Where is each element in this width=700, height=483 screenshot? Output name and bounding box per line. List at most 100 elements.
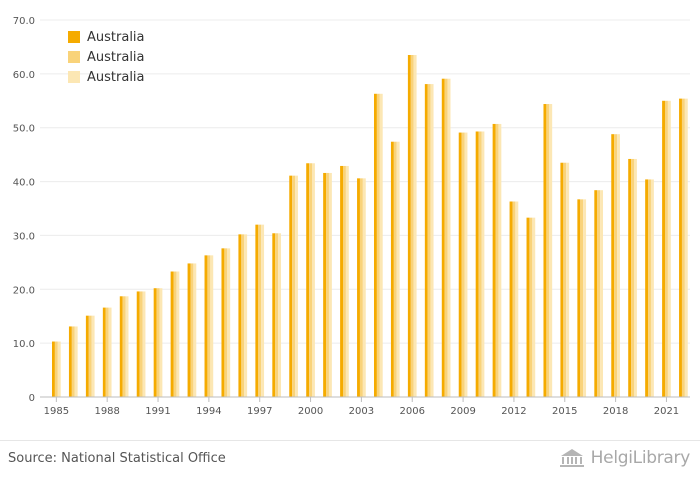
bar [407,55,411,397]
bar [628,158,632,397]
bar [512,201,516,397]
bar [261,224,265,397]
x-tick-label: 2018 [603,406,628,417]
bar [328,172,332,397]
legend-item-2[interactable]: Australia [68,67,145,87]
x-tick-label: 2003 [349,406,374,417]
legend-label-1: Australia [87,49,145,65]
bar [614,134,618,398]
chart-legend: Australia Australia Australia [68,27,145,87]
bar [549,104,553,397]
bar [447,78,451,397]
legend-label-0: Australia [87,29,145,45]
bar [224,248,228,397]
bar [560,162,564,397]
y-tick-label: 50.0 [13,124,35,135]
source-note: Source: National Statistical Office [8,451,226,466]
x-tick-label: 1988 [94,406,119,417]
bar [396,141,400,397]
y-tick-label: 40.0 [13,178,35,189]
bar [343,165,346,397]
bar [312,163,315,397]
bar [57,341,61,397]
bar [617,134,620,398]
bar [85,315,89,397]
bar [275,233,279,397]
bar [393,141,397,397]
x-tick-label: 1985 [44,406,69,417]
bar [187,263,191,397]
legend-item-0[interactable]: Australia [68,27,145,47]
bar [481,131,485,397]
bar [515,201,519,397]
bar [681,98,685,397]
bar [631,158,635,397]
bar [295,175,298,397]
bar [238,234,242,397]
bar [210,255,214,397]
x-tick-label: 1997 [247,406,272,417]
bar [583,199,587,397]
x-tick-label: 2000 [298,406,323,417]
bar [376,93,380,397]
bar [645,179,649,397]
bar [430,84,434,397]
legend-item-1[interactable]: Australia [68,47,145,67]
x-tick-label: 2012 [501,406,526,417]
x-tick-label: 2015 [552,406,577,417]
bar [458,132,462,397]
bar [105,307,109,397]
bar-chart: 0 10.0 20.0 30.0 40.0 50.0 60.0 70.0 1985 1988 199… [13,16,690,417]
y-tick-label: 10.0 [13,339,35,350]
bar [498,123,502,398]
bar [665,100,668,398]
bar [427,84,431,397]
bar [526,217,530,397]
bar [309,163,313,397]
bar [122,296,126,397]
helgi-library-logo[interactable]: HelgiLibrary [559,448,690,468]
legend-label-2: Australia [87,69,145,85]
bar [108,307,112,397]
bar [478,131,482,397]
bar [390,141,394,397]
bar [441,78,445,397]
legend-swatch-2 [68,71,80,83]
bar [546,104,550,397]
bar [475,131,479,397]
logo-text: HelgiLibrary [590,448,691,468]
bar [600,190,604,397]
bar [594,190,598,397]
bar [323,172,327,397]
y-tick-label: 30.0 [13,231,35,242]
bar [492,123,496,398]
bar [204,255,208,397]
bar [379,93,383,397]
bar [634,158,637,397]
bar [357,178,360,397]
bar [679,98,682,397]
bar [495,123,499,398]
bar [74,326,78,397]
bar [227,248,231,397]
bar [125,296,129,397]
bar [424,84,428,397]
bar [345,165,349,397]
bar [566,162,570,397]
bar [153,288,157,397]
bar [159,288,163,397]
library-building-icon [559,449,584,467]
bar [362,178,366,397]
bar [577,199,581,397]
bar [289,175,293,397]
y-tick-label: 20.0 [13,285,35,296]
bar [444,78,448,397]
bar [136,291,140,397]
bar [102,307,106,397]
bar [193,263,197,397]
bar [650,179,654,397]
bar [173,271,177,397]
bar [509,201,513,397]
bar [292,175,296,397]
legend-swatch-0 [68,31,80,43]
